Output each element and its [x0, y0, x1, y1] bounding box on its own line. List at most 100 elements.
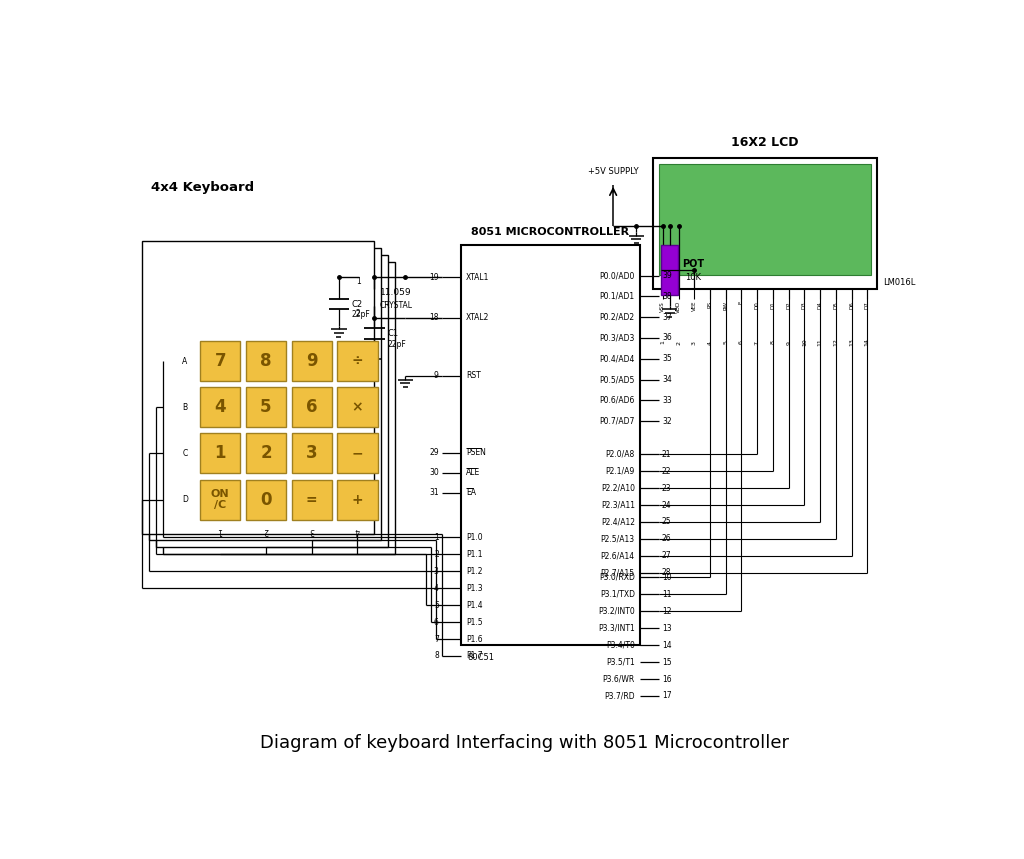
- Text: 1: 1: [434, 533, 438, 542]
- Text: 12: 12: [834, 338, 839, 346]
- Text: ×: ×: [351, 400, 364, 414]
- Text: D6: D6: [849, 301, 854, 308]
- Bar: [292, 434, 332, 473]
- Text: =: =: [306, 492, 317, 507]
- Text: P1.4: P1.4: [466, 600, 482, 610]
- Text: 7: 7: [434, 635, 438, 643]
- Text: 30: 30: [429, 468, 438, 478]
- Text: 33: 33: [662, 396, 672, 405]
- Text: 8: 8: [434, 651, 438, 661]
- Bar: [142, 241, 375, 533]
- Text: 2: 2: [260, 444, 271, 462]
- Bar: [246, 479, 286, 520]
- Text: XTAL1: XTAL1: [466, 272, 489, 282]
- Text: 4: 4: [434, 583, 438, 593]
- Text: A: A: [182, 356, 187, 366]
- Text: 25: 25: [662, 517, 672, 527]
- Text: CRYSTAL: CRYSTAL: [380, 301, 413, 310]
- Text: 6: 6: [306, 399, 317, 417]
- Bar: [292, 387, 332, 427]
- Bar: [163, 262, 395, 554]
- Text: 16X2 LCD: 16X2 LCD: [731, 136, 799, 149]
- Text: P1.3: P1.3: [466, 583, 482, 593]
- Text: ON
/C: ON /C: [211, 489, 229, 510]
- Text: 1: 1: [355, 277, 360, 286]
- Text: 11.059: 11.059: [380, 289, 412, 297]
- Text: D1: D1: [770, 301, 775, 308]
- Bar: [658, 164, 871, 275]
- Text: 11: 11: [817, 338, 822, 346]
- Bar: [653, 158, 877, 289]
- Text: +5V SUPPLY: +5V SUPPLY: [588, 168, 638, 176]
- Text: D7: D7: [864, 301, 869, 308]
- Text: P1.6: P1.6: [466, 635, 482, 643]
- Text: 3: 3: [692, 340, 696, 344]
- Bar: [292, 479, 332, 520]
- Text: 6: 6: [739, 341, 744, 344]
- Text: P3.0/RXD: P3.0/RXD: [599, 573, 635, 582]
- Text: 26: 26: [662, 534, 672, 544]
- Text: P0.7/AD7: P0.7/AD7: [599, 417, 635, 425]
- Text: 14: 14: [662, 641, 672, 649]
- Bar: [200, 479, 241, 520]
- Text: 13: 13: [662, 624, 672, 633]
- Text: P0.6/AD6: P0.6/AD6: [599, 396, 635, 405]
- Text: 38: 38: [662, 292, 672, 301]
- Text: 4: 4: [355, 526, 359, 535]
- Text: P1.1: P1.1: [466, 550, 482, 559]
- Text: POT: POT: [682, 259, 705, 269]
- Text: 16: 16: [662, 674, 672, 684]
- Text: 0: 0: [260, 490, 271, 509]
- Text: 3: 3: [309, 526, 314, 535]
- Text: P2.5/A13: P2.5/A13: [601, 534, 635, 544]
- Text: 1: 1: [214, 444, 226, 462]
- Text: P0.1/AD1: P0.1/AD1: [600, 292, 635, 301]
- Bar: [461, 245, 640, 645]
- Text: 9: 9: [306, 352, 317, 370]
- Text: D: D: [182, 495, 187, 504]
- Text: 3: 3: [434, 567, 438, 576]
- Text: 27: 27: [662, 551, 672, 560]
- Text: RS: RS: [708, 301, 713, 308]
- Text: 2: 2: [434, 550, 438, 559]
- Text: 5: 5: [434, 600, 438, 610]
- Text: C2: C2: [352, 300, 364, 308]
- Text: 4x4 Keyboard: 4x4 Keyboard: [152, 180, 254, 193]
- Bar: [200, 434, 241, 473]
- Text: −: −: [351, 447, 364, 460]
- Text: 5: 5: [723, 341, 728, 344]
- Text: 29: 29: [429, 448, 438, 457]
- Text: B: B: [182, 403, 187, 411]
- Text: 36: 36: [662, 333, 672, 343]
- Text: ÷: ÷: [351, 354, 364, 368]
- Text: 1: 1: [218, 526, 222, 535]
- Text: P1.7: P1.7: [466, 651, 482, 661]
- Text: 2: 2: [676, 340, 681, 344]
- Text: P3.5/T1: P3.5/T1: [606, 658, 635, 667]
- Text: P2.3/A11: P2.3/A11: [601, 501, 635, 509]
- Text: P1.5: P1.5: [466, 618, 482, 626]
- Text: VEE: VEE: [692, 301, 696, 312]
- Text: 4: 4: [214, 399, 226, 417]
- Text: 8: 8: [260, 352, 271, 370]
- Text: EA: EA: [466, 488, 476, 497]
- Text: 37: 37: [662, 313, 672, 321]
- Bar: [359, 289, 390, 306]
- Text: P1.2: P1.2: [466, 567, 482, 576]
- Text: 17: 17: [662, 691, 672, 700]
- Text: E: E: [739, 301, 744, 304]
- Text: 4: 4: [708, 340, 713, 344]
- Text: VDD: VDD: [676, 301, 681, 314]
- Bar: [337, 479, 378, 520]
- Text: 10K: 10K: [685, 273, 701, 282]
- Text: RW: RW: [723, 301, 728, 310]
- Text: 80C51: 80C51: [467, 653, 495, 662]
- Text: VSS: VSS: [660, 301, 666, 312]
- Text: 7: 7: [755, 340, 760, 344]
- Text: P2.4/A12: P2.4/A12: [601, 517, 635, 527]
- Text: 10: 10: [802, 338, 807, 346]
- Text: RST: RST: [466, 371, 480, 381]
- Text: 11: 11: [662, 590, 672, 599]
- Text: C: C: [182, 449, 187, 458]
- Text: P3.3/INT1: P3.3/INT1: [598, 624, 635, 633]
